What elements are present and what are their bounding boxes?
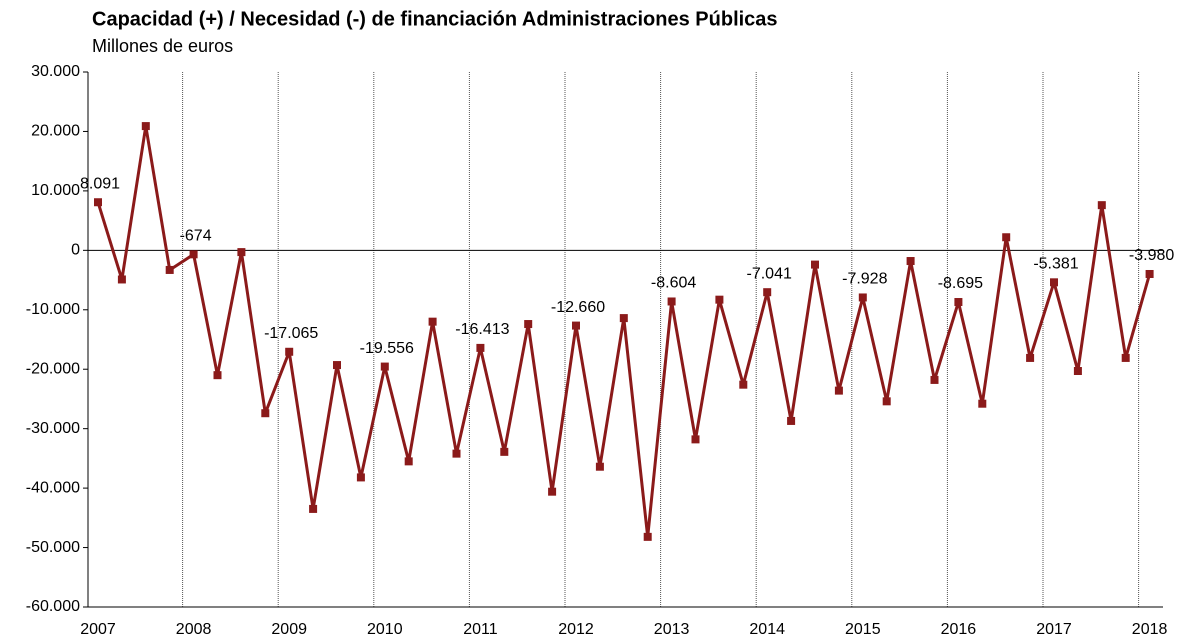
y-tick-label: -30.000 bbox=[26, 420, 80, 437]
marker bbox=[572, 321, 580, 330]
chart-title: Capacidad (+) / Necesidad (-) de financi… bbox=[92, 8, 778, 30]
marker bbox=[213, 371, 222, 380]
marker bbox=[117, 275, 126, 284]
marker bbox=[882, 397, 891, 406]
data-label: -674 bbox=[180, 228, 212, 245]
marker bbox=[619, 314, 628, 323]
marker bbox=[189, 250, 198, 259]
data-label: -7.928 bbox=[842, 271, 887, 288]
data-label: -7.041 bbox=[747, 265, 792, 282]
x-tick-label: 2015 bbox=[845, 621, 881, 638]
x-tick-label: 2012 bbox=[558, 621, 594, 638]
data-label: -5.381 bbox=[1033, 256, 1078, 273]
data-label: -12.660 bbox=[551, 299, 605, 316]
data-label: -8.604 bbox=[651, 275, 696, 292]
marker bbox=[165, 265, 174, 274]
marker bbox=[978, 399, 987, 408]
marker bbox=[834, 386, 843, 395]
marker bbox=[309, 504, 318, 513]
marker bbox=[691, 435, 700, 444]
marker bbox=[261, 409, 270, 418]
chart-subtitle: Millones de euros bbox=[92, 36, 233, 56]
marker bbox=[1097, 201, 1106, 210]
marker bbox=[739, 380, 748, 389]
marker bbox=[1002, 233, 1011, 242]
marker bbox=[428, 317, 437, 326]
x-tick-label: 2017 bbox=[1036, 621, 1072, 638]
y-tick-label: -60.000 bbox=[26, 598, 80, 615]
marker bbox=[452, 449, 461, 458]
x-tick-label: 2010 bbox=[367, 621, 403, 638]
marker bbox=[763, 288, 772, 297]
marker bbox=[333, 361, 341, 370]
data-label: -8.695 bbox=[938, 275, 983, 292]
marker bbox=[1145, 269, 1154, 278]
marker bbox=[548, 487, 557, 496]
x-tick-label: 2014 bbox=[749, 621, 785, 638]
marker bbox=[476, 343, 485, 352]
marker bbox=[237, 248, 246, 257]
marker bbox=[1073, 367, 1082, 376]
x-tick-label: 2008 bbox=[176, 621, 212, 638]
marker bbox=[141, 122, 150, 131]
data-label: -3.980 bbox=[1129, 247, 1174, 264]
y-tick-label: 20.000 bbox=[31, 123, 80, 140]
y-tick-label: 10.000 bbox=[31, 182, 80, 199]
marker bbox=[906, 257, 915, 266]
y-tick-label: -20.000 bbox=[26, 360, 80, 377]
marker bbox=[94, 198, 102, 207]
x-tick-label: 2009 bbox=[271, 621, 307, 638]
y-tick-label: 0 bbox=[71, 242, 80, 259]
marker bbox=[954, 298, 963, 307]
x-tick-label: 2013 bbox=[654, 621, 690, 638]
marker bbox=[380, 362, 389, 371]
x-tick-label: 2016 bbox=[941, 621, 977, 638]
data-label: 8.091 bbox=[80, 175, 120, 192]
marker bbox=[356, 473, 365, 482]
marker bbox=[787, 416, 796, 425]
data-label: -16.413 bbox=[455, 321, 509, 338]
x-tick-label: 2011 bbox=[463, 621, 498, 638]
y-tick-label: -50.000 bbox=[26, 539, 80, 556]
marker bbox=[285, 347, 294, 356]
marker bbox=[1026, 353, 1035, 362]
x-tick-label: 2018 bbox=[1132, 621, 1168, 638]
marker bbox=[858, 293, 867, 302]
marker bbox=[524, 320, 533, 329]
y-tick-label: -40.000 bbox=[26, 479, 80, 496]
x-tick-label: 2007 bbox=[80, 621, 116, 638]
marker bbox=[500, 447, 509, 456]
y-tick-label: -10.000 bbox=[26, 301, 80, 318]
marker bbox=[667, 297, 676, 306]
series-line bbox=[96, 124, 1152, 539]
marker bbox=[715, 295, 724, 304]
marker bbox=[811, 260, 819, 269]
y-tick-label: 30.000 bbox=[31, 63, 80, 80]
marker bbox=[404, 457, 413, 466]
marker bbox=[643, 532, 652, 541]
marker bbox=[1050, 278, 1058, 287]
marker bbox=[595, 462, 604, 471]
marker bbox=[1121, 353, 1130, 362]
data-label: -17.065 bbox=[264, 325, 318, 342]
marker bbox=[930, 375, 939, 384]
data-label: -19.556 bbox=[360, 340, 414, 357]
